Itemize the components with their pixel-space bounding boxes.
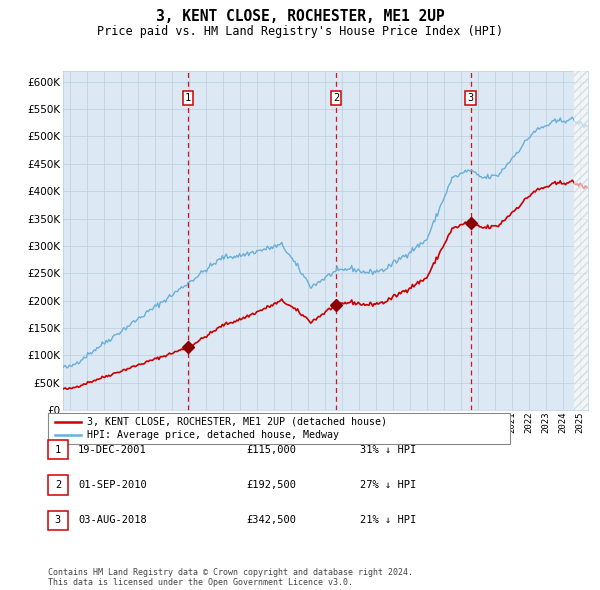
Bar (574, 71, 588, 410)
Text: 1: 1 (185, 93, 191, 103)
Text: Price paid vs. HM Land Registry's House Price Index (HPI): Price paid vs. HM Land Registry's House … (97, 25, 503, 38)
Text: 27% ↓ HPI: 27% ↓ HPI (360, 480, 416, 490)
Text: £342,500: £342,500 (246, 516, 296, 525)
Text: 31% ↓ HPI: 31% ↓ HPI (360, 445, 416, 454)
Text: 1: 1 (55, 445, 61, 454)
Text: 03-AUG-2018: 03-AUG-2018 (78, 516, 147, 525)
Text: £192,500: £192,500 (246, 480, 296, 490)
Text: 3, KENT CLOSE, ROCHESTER, ME1 2UP (detached house): 3, KENT CLOSE, ROCHESTER, ME1 2UP (detac… (87, 417, 387, 427)
Text: £115,000: £115,000 (246, 445, 296, 454)
Text: 3: 3 (55, 516, 61, 525)
Text: 3, KENT CLOSE, ROCHESTER, ME1 2UP: 3, KENT CLOSE, ROCHESTER, ME1 2UP (155, 9, 445, 24)
Text: 2: 2 (333, 93, 339, 103)
Text: 21% ↓ HPI: 21% ↓ HPI (360, 516, 416, 525)
Text: 3: 3 (467, 93, 474, 103)
Text: 01-SEP-2010: 01-SEP-2010 (78, 480, 147, 490)
Text: 2: 2 (55, 480, 61, 490)
Text: 19-DEC-2001: 19-DEC-2001 (78, 445, 147, 454)
Text: HPI: Average price, detached house, Medway: HPI: Average price, detached house, Medw… (87, 431, 339, 440)
Text: Contains HM Land Registry data © Crown copyright and database right 2024.
This d: Contains HM Land Registry data © Crown c… (48, 568, 413, 587)
